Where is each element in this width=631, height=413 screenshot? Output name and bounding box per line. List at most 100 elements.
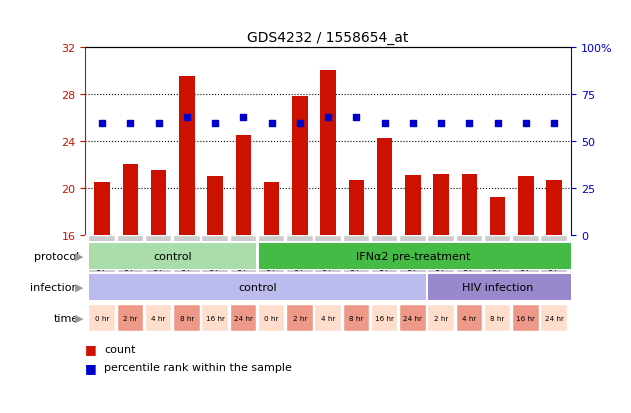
Point	[521, 121, 531, 127]
Point	[408, 121, 418, 127]
FancyBboxPatch shape	[428, 305, 454, 331]
Text: GSM757655: GSM757655	[352, 242, 361, 293]
Point	[153, 121, 163, 127]
Text: protocol: protocol	[33, 251, 79, 261]
Bar	[151, 171, 167, 235]
Text: 4 hr: 4 hr	[151, 315, 166, 321]
Point	[436, 121, 446, 127]
Text: ▶: ▶	[76, 251, 84, 261]
Text: GSM757658: GSM757658	[437, 242, 445, 293]
Text: count: count	[104, 344, 136, 354]
FancyBboxPatch shape	[457, 236, 482, 299]
Bar	[433, 174, 449, 235]
FancyBboxPatch shape	[513, 236, 539, 299]
Bar	[405, 176, 421, 235]
FancyBboxPatch shape	[203, 305, 228, 331]
Text: GSM757662: GSM757662	[550, 242, 558, 293]
Text: infection: infection	[30, 282, 79, 292]
Bar	[292, 97, 308, 235]
FancyBboxPatch shape	[259, 236, 285, 299]
Point	[182, 115, 192, 121]
Text: ▶: ▶	[76, 282, 84, 292]
Text: GSM757652: GSM757652	[267, 242, 276, 293]
FancyBboxPatch shape	[287, 236, 312, 299]
FancyBboxPatch shape	[90, 305, 115, 331]
Text: 4 hr: 4 hr	[321, 315, 335, 321]
FancyBboxPatch shape	[90, 243, 256, 269]
Bar	[264, 183, 280, 235]
Text: ■: ■	[85, 342, 97, 356]
Text: GSM757661: GSM757661	[521, 242, 531, 293]
Text: GSM757649: GSM757649	[182, 242, 191, 293]
Title: GDS4232 / 1558654_at: GDS4232 / 1558654_at	[247, 31, 409, 45]
FancyBboxPatch shape	[428, 274, 571, 300]
Text: GSM757657: GSM757657	[408, 242, 417, 293]
Text: ▶: ▶	[76, 313, 84, 323]
FancyBboxPatch shape	[372, 305, 398, 331]
Text: 16 hr: 16 hr	[375, 315, 394, 321]
Text: control: control	[238, 282, 277, 292]
Bar	[518, 177, 534, 235]
Text: 16 hr: 16 hr	[206, 315, 225, 321]
Text: 24 hr: 24 hr	[234, 315, 253, 321]
FancyBboxPatch shape	[146, 236, 172, 299]
FancyBboxPatch shape	[231, 236, 256, 299]
Point	[464, 121, 475, 127]
Text: GSM757659: GSM757659	[465, 242, 474, 293]
Text: GSM757660: GSM757660	[493, 242, 502, 293]
Text: 2 hr: 2 hr	[434, 315, 448, 321]
FancyBboxPatch shape	[231, 305, 256, 331]
Bar	[95, 183, 110, 235]
Text: 8 hr: 8 hr	[180, 315, 194, 321]
FancyBboxPatch shape	[146, 305, 172, 331]
FancyBboxPatch shape	[400, 305, 425, 331]
Text: 8 hr: 8 hr	[349, 315, 363, 321]
FancyBboxPatch shape	[541, 236, 567, 299]
FancyBboxPatch shape	[541, 305, 567, 331]
FancyBboxPatch shape	[287, 305, 312, 331]
Text: GSM757654: GSM757654	[324, 242, 333, 293]
FancyBboxPatch shape	[117, 305, 143, 331]
FancyBboxPatch shape	[90, 236, 115, 299]
FancyBboxPatch shape	[203, 236, 228, 299]
Point	[493, 121, 503, 127]
Text: 24 hr: 24 hr	[403, 315, 422, 321]
Text: GSM757650: GSM757650	[211, 242, 220, 293]
Text: GSM757651: GSM757651	[239, 242, 248, 293]
Text: GSM757648: GSM757648	[154, 242, 163, 293]
Point	[239, 115, 249, 121]
Text: 2 hr: 2 hr	[293, 315, 307, 321]
Text: 8 hr: 8 hr	[490, 315, 505, 321]
FancyBboxPatch shape	[316, 236, 341, 299]
Point	[323, 115, 333, 121]
FancyBboxPatch shape	[428, 236, 454, 299]
Bar	[462, 174, 477, 235]
Bar	[179, 77, 194, 235]
FancyBboxPatch shape	[344, 236, 369, 299]
FancyBboxPatch shape	[259, 305, 285, 331]
FancyBboxPatch shape	[400, 236, 425, 299]
FancyBboxPatch shape	[174, 305, 199, 331]
Point	[97, 121, 107, 127]
Text: 16 hr: 16 hr	[516, 315, 535, 321]
FancyBboxPatch shape	[457, 305, 482, 331]
FancyBboxPatch shape	[372, 236, 398, 299]
Text: 2 hr: 2 hr	[123, 315, 138, 321]
Text: GSM757656: GSM757656	[380, 242, 389, 293]
Point	[549, 121, 559, 127]
FancyBboxPatch shape	[259, 243, 571, 269]
Text: GSM757653: GSM757653	[295, 242, 304, 293]
Point	[266, 121, 276, 127]
Bar	[208, 177, 223, 235]
Bar	[235, 135, 251, 235]
Bar	[377, 139, 392, 235]
Bar	[546, 180, 562, 235]
Text: GSM757647: GSM757647	[126, 242, 135, 293]
Text: control: control	[153, 251, 192, 261]
Bar	[122, 165, 138, 235]
Point	[351, 115, 362, 121]
Point	[126, 121, 136, 127]
FancyBboxPatch shape	[513, 305, 539, 331]
FancyBboxPatch shape	[316, 305, 341, 331]
Bar	[348, 180, 364, 235]
